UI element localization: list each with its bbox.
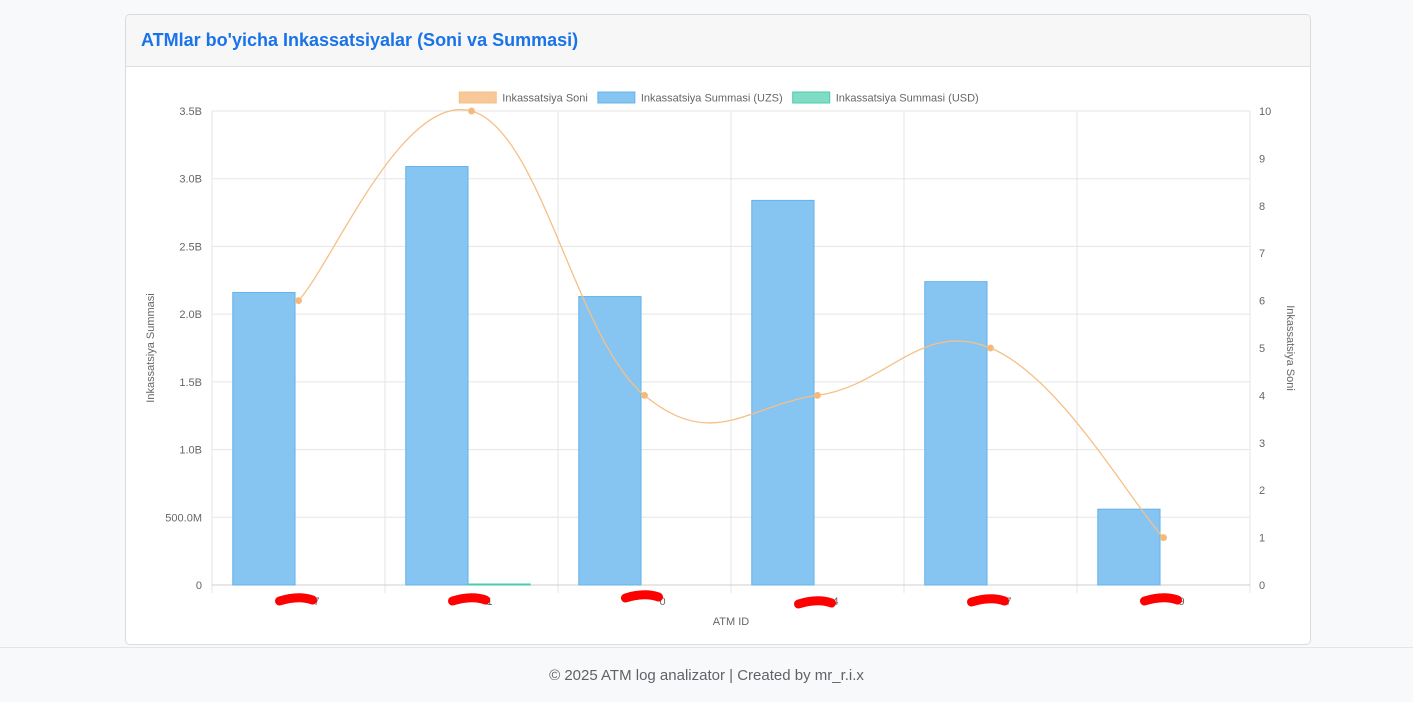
card-header: ATMlar bo'yicha Inkassatsiyalar (Soni va… xyxy=(126,15,1310,67)
bar-uzs[interactable] xyxy=(232,291,296,586)
bar-uzs[interactable] xyxy=(924,281,988,586)
x-axis-title: ATM ID xyxy=(713,616,750,628)
card-title: ATMlar bo'yicha Inkassatsiyalar (Soni va… xyxy=(141,30,579,50)
y-left-tick-label: 3.5B xyxy=(179,106,202,118)
y-right-tick-label: 0 xyxy=(1259,580,1265,592)
y-left-tick-label: 500.0M xyxy=(165,512,202,524)
y-right-tick-label: 1 xyxy=(1259,533,1265,545)
chart-card: ATMlar bo'yicha Inkassatsiyalar (Soni va… xyxy=(125,14,1311,645)
redaction-mark xyxy=(448,593,490,606)
redaction-mark xyxy=(967,594,1009,607)
y-right-tick-label: 7 xyxy=(1259,248,1265,260)
bar-uzs[interactable] xyxy=(1097,508,1161,586)
bar-uzs[interactable] xyxy=(751,199,815,586)
bar-usd[interactable] xyxy=(467,583,531,586)
bar-uzs[interactable] xyxy=(405,166,469,586)
line-count-point[interactable] xyxy=(1160,534,1167,542)
legend-label[interactable]: Inkassatsiya Soni xyxy=(502,93,588,105)
y-right-tick-label: 2 xyxy=(1259,485,1265,497)
y-right-tick-label: 3 xyxy=(1259,438,1265,450)
page-footer: © 2025 ATM log analizator | Created by m… xyxy=(0,647,1413,702)
redaction-mark xyxy=(794,596,836,609)
x-tick-label: 0 xyxy=(659,596,665,608)
y-left-tick-label: 1.5B xyxy=(179,377,202,389)
collection-chart[interactable]: 0 500.0M 1.0B 1.5B 2.0B 2.5B 3.0B 3.5B 0 1 2 3 4 5 6 7 8… xyxy=(126,15,1311,645)
y-right-tick-label: 4 xyxy=(1259,390,1265,402)
line-count-series xyxy=(298,108,1164,539)
y-right-tick-label: 5 xyxy=(1259,343,1265,355)
line-count-point[interactable] xyxy=(295,297,302,305)
line-count-point[interactable] xyxy=(814,391,821,399)
legend-swatch[interactable] xyxy=(458,91,497,104)
legend-label[interactable]: Inkassatsiya Summasi (UZS) xyxy=(641,93,783,105)
y-right-tick-label: 10 xyxy=(1259,106,1271,118)
bar-uzs[interactable] xyxy=(578,296,642,586)
y-left-tick-label: 1.0B xyxy=(179,445,202,457)
redaction-mark xyxy=(1140,593,1182,606)
line-count-point[interactable] xyxy=(987,344,994,352)
line-count-point[interactable] xyxy=(641,391,648,399)
y-right-tick-label: 6 xyxy=(1259,296,1265,308)
y-left-tick-label: 3.0B xyxy=(179,174,202,186)
footer-text: © 2025 ATM log analizator | Created by m… xyxy=(549,666,864,684)
redaction-mark xyxy=(621,590,663,603)
redaction-mark xyxy=(275,593,317,606)
y-right-tick-label: 9 xyxy=(1259,153,1265,165)
legend-label[interactable]: Inkassatsiya Summasi (USD) xyxy=(836,93,979,105)
legend-swatch[interactable] xyxy=(597,91,636,104)
legend-swatch[interactable] xyxy=(792,91,831,104)
y-left-tick-label: 2.0B xyxy=(179,309,202,321)
y-left-tick-label: 0 xyxy=(196,580,202,592)
y-right-tick-label: 8 xyxy=(1259,201,1265,213)
y-axis-left-title: Inkassatsiya Summasi xyxy=(145,293,157,402)
y-axis-right-title: Inkassatsiya Soni xyxy=(1284,305,1296,391)
y-left-tick-label: 2.5B xyxy=(179,241,202,253)
line-count-point[interactable] xyxy=(468,107,475,115)
